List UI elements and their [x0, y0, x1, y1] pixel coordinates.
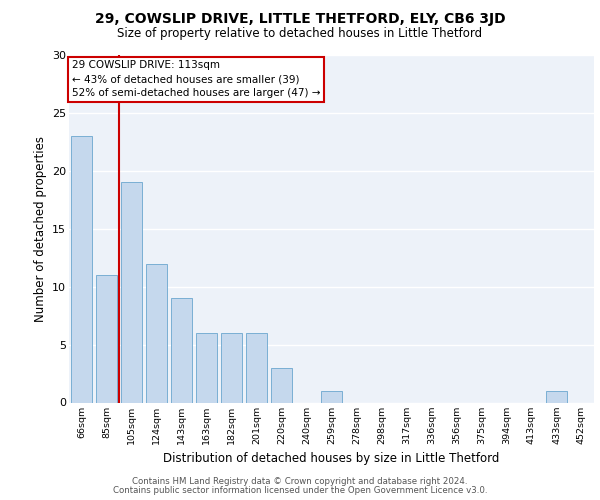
Bar — [196, 333, 217, 402]
Bar — [121, 182, 142, 402]
Bar — [546, 391, 567, 402]
Bar — [96, 275, 117, 402]
Text: Contains HM Land Registry data © Crown copyright and database right 2024.: Contains HM Land Registry data © Crown c… — [132, 477, 468, 486]
Bar — [246, 333, 267, 402]
Text: Size of property relative to detached houses in Little Thetford: Size of property relative to detached ho… — [118, 28, 482, 40]
Text: Contains public sector information licensed under the Open Government Licence v3: Contains public sector information licen… — [113, 486, 487, 495]
Text: 29 COWSLIP DRIVE: 113sqm
← 43% of detached houses are smaller (39)
52% of semi-d: 29 COWSLIP DRIVE: 113sqm ← 43% of detach… — [71, 60, 320, 98]
Bar — [146, 264, 167, 402]
Text: 29, COWSLIP DRIVE, LITTLE THETFORD, ELY, CB6 3JD: 29, COWSLIP DRIVE, LITTLE THETFORD, ELY,… — [95, 12, 505, 26]
Bar — [171, 298, 192, 403]
Y-axis label: Number of detached properties: Number of detached properties — [34, 136, 47, 322]
Bar — [271, 368, 292, 402]
Bar — [71, 136, 92, 402]
X-axis label: Distribution of detached houses by size in Little Thetford: Distribution of detached houses by size … — [163, 452, 500, 465]
Bar — [321, 391, 342, 402]
Bar — [221, 333, 242, 402]
